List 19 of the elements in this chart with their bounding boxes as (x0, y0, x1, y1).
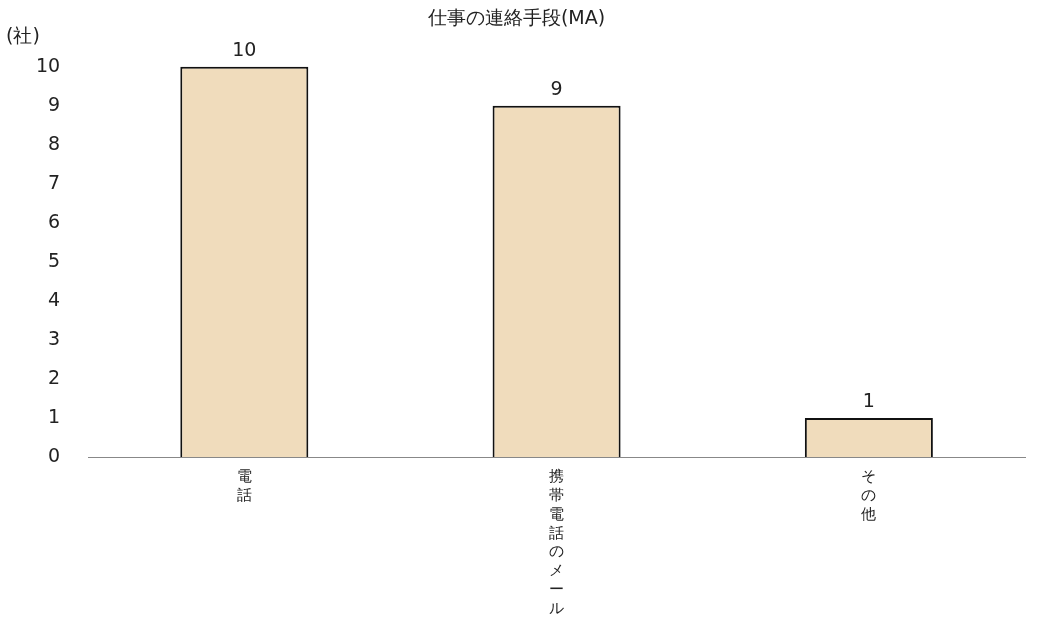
x-tick-label: 電話 (236, 467, 252, 505)
data-label: 9 (550, 77, 563, 100)
x-tick-label: その他 (861, 467, 877, 523)
x-tick-label: 携帯電話のメール (549, 467, 565, 617)
y-tick-label: 2 (48, 365, 61, 388)
data-label: 10 (232, 38, 257, 61)
y-tick-label: 5 (48, 248, 61, 271)
y-tick-label: 6 (48, 209, 61, 232)
y-tick-label: 3 (48, 326, 61, 349)
y-tick-label: 1 (48, 404, 61, 427)
data-label: 1 (862, 389, 875, 412)
y-tick-label: 8 (48, 131, 61, 154)
y-tick-label: 7 (48, 170, 61, 193)
y-tick-label: 10 (35, 53, 61, 76)
y-tick-label: 9 (48, 92, 61, 115)
y-tick-label: 0 (48, 443, 61, 466)
y-tick-label: 4 (48, 287, 61, 310)
y-axis-title: (社) (6, 24, 40, 47)
chart-title: 仕事の連絡手段(MA) (426, 6, 606, 29)
